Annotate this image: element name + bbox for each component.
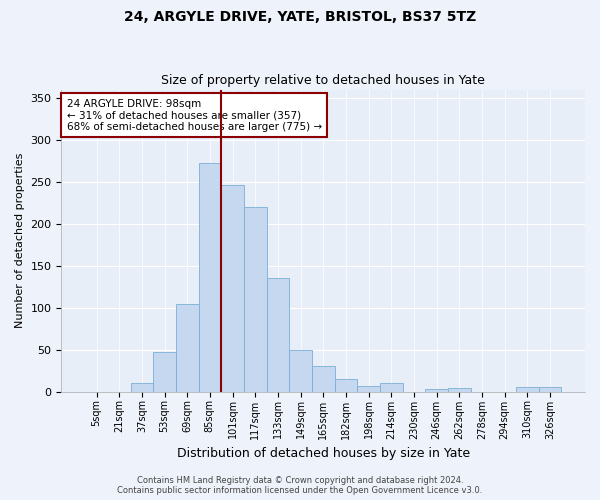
Bar	[312, 366, 335, 392]
Bar	[357, 386, 380, 392]
Bar	[131, 384, 153, 392]
Text: 24 ARGYLE DRIVE: 98sqm
← 31% of detached houses are smaller (357)
68% of semi-de: 24 ARGYLE DRIVE: 98sqm ← 31% of detached…	[67, 98, 322, 132]
Bar	[335, 379, 357, 392]
X-axis label: Distribution of detached houses by size in Yate: Distribution of detached houses by size …	[176, 447, 470, 460]
Title: Size of property relative to detached houses in Yate: Size of property relative to detached ho…	[161, 74, 485, 87]
Bar	[539, 388, 561, 392]
Bar	[199, 164, 221, 392]
Bar	[289, 350, 312, 392]
Bar	[425, 389, 448, 392]
Bar	[176, 304, 199, 392]
Bar	[153, 352, 176, 392]
Y-axis label: Number of detached properties: Number of detached properties	[15, 153, 25, 328]
Text: Contains HM Land Registry data © Crown copyright and database right 2024.
Contai: Contains HM Land Registry data © Crown c…	[118, 476, 482, 495]
Bar	[266, 278, 289, 392]
Text: 24, ARGYLE DRIVE, YATE, BRISTOL, BS37 5TZ: 24, ARGYLE DRIVE, YATE, BRISTOL, BS37 5T…	[124, 10, 476, 24]
Bar	[516, 388, 539, 392]
Bar	[448, 388, 470, 392]
Bar	[380, 384, 403, 392]
Bar	[244, 207, 266, 392]
Bar	[221, 185, 244, 392]
